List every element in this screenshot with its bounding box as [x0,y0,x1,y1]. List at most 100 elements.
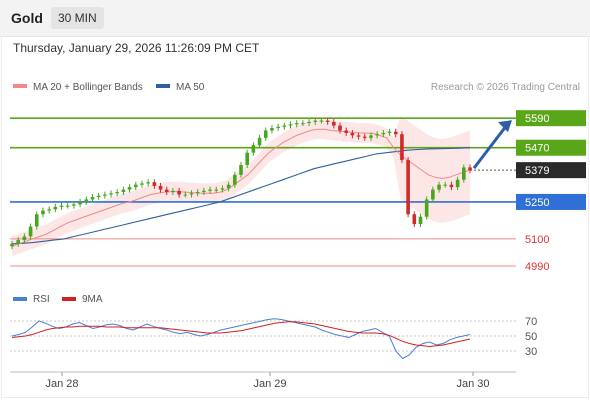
candle-body [319,120,324,122]
candle-body [90,197,95,200]
candle-body [338,125,342,131]
rsi-tick-70: 70 [525,316,537,328]
candle-body [282,125,287,127]
candle-body [400,134,404,161]
rsi-legend-swatch [13,297,27,301]
candle-body [72,204,76,206]
x-tick-label: Jan 29 [253,378,286,390]
level-tag-5470 [516,139,586,156]
level-label-5100: 5100 [525,234,549,246]
candle-body [28,226,33,237]
projection-arrow-shaft [472,125,508,170]
candle-body [455,179,460,188]
candle-body [103,194,107,196]
rsi-ma-legend-label: 9MA [82,294,103,305]
candle-body [121,189,126,193]
candle-body [381,132,386,135]
candle-body [362,136,367,138]
candle-body [418,216,423,225]
candle-body [437,184,441,190]
candle-body [47,209,51,211]
candle-body [412,214,417,225]
candle-body [307,121,311,124]
candle-body [288,124,293,126]
candle-body [350,132,355,136]
candle-body [356,135,361,137]
ma20-line [11,128,471,247]
candle-body [202,190,206,193]
rsi-ma-line [11,321,471,348]
bollinger-band [12,115,470,257]
candle-body [109,193,113,195]
projection-arrow-head [498,120,512,133]
candle-body [301,123,305,125]
candle-body [468,167,472,171]
candle-body [220,188,225,190]
x-tick-label: Jan 28 [45,378,78,390]
level-label-4990: 4990 [525,261,549,273]
x-axis: Jan 28 Jan 29 Jan 30 [10,371,516,390]
projection-arrow [472,120,512,170]
candle-body [313,120,318,122]
candle-body [226,184,231,189]
candle-body [375,134,379,136]
ma20-legend-label: MA 20 + Bollinger Bands [33,82,143,93]
level-tag-5250 [516,193,586,210]
candle-body [270,128,274,131]
rsi-tick-30: 30 [525,346,537,358]
candle-body [208,189,212,191]
candle-body [65,205,70,207]
candle-body [133,184,138,188]
candle-body [449,184,454,188]
level-label-5250: 5250 [525,197,549,209]
candle-body [127,187,132,190]
symbol-title: Gold [11,10,43,26]
level-label-5470: 5470 [525,143,549,155]
timeframe-selector[interactable]: 30 MIN [51,7,104,29]
candle-body [195,192,200,194]
candle-body [177,190,181,195]
candle-body [233,174,237,185]
candle-body [84,199,89,202]
copyright-text: Research © 2026 Trading Central [431,82,580,93]
candle-body [34,214,39,227]
candle-body [276,126,280,129]
candle-body [140,183,144,185]
candle-body [344,130,349,133]
rsi-legend-label: RSI [33,294,50,305]
x-tick-label: Jan 30 [456,378,489,390]
candle-body [387,131,392,133]
candle-body [245,152,249,165]
candle-body [41,210,45,215]
candle-body [171,190,175,193]
level-tag-5379 [516,162,586,179]
candle-body [257,137,262,146]
price-levels: 5590 5470 5379 5250 5100 4990 [10,110,586,273]
candle-body [53,206,58,210]
chart-datetime: Thursday, January 29, 2026 11:26:09 PM C… [13,41,260,55]
ma20-legend-swatch [13,84,27,88]
candle-body [325,120,330,122]
candle-body [146,182,150,184]
candle-body [214,189,219,191]
level-label-5379: 5379 [525,165,549,177]
rsi-panel: 70 50 30 [10,316,537,360]
candle-body [164,189,169,193]
candle-body [22,236,27,241]
candle-body [158,185,163,190]
ma50-legend-swatch [156,84,170,88]
candle-body [393,131,398,135]
candle-body [96,195,101,197]
bollinger-band-area [12,115,470,257]
candle-body [424,199,429,217]
candle-body [59,205,64,207]
candle-body [251,145,256,153]
rsi-ma-legend-swatch [62,297,76,301]
candle-body [406,160,410,215]
candle-body [115,192,120,194]
level-label-5590: 5590 [525,113,549,125]
candle-body [462,167,466,180]
candle-body [189,193,194,195]
rsi-legend: RSI 9MA [13,294,103,305]
